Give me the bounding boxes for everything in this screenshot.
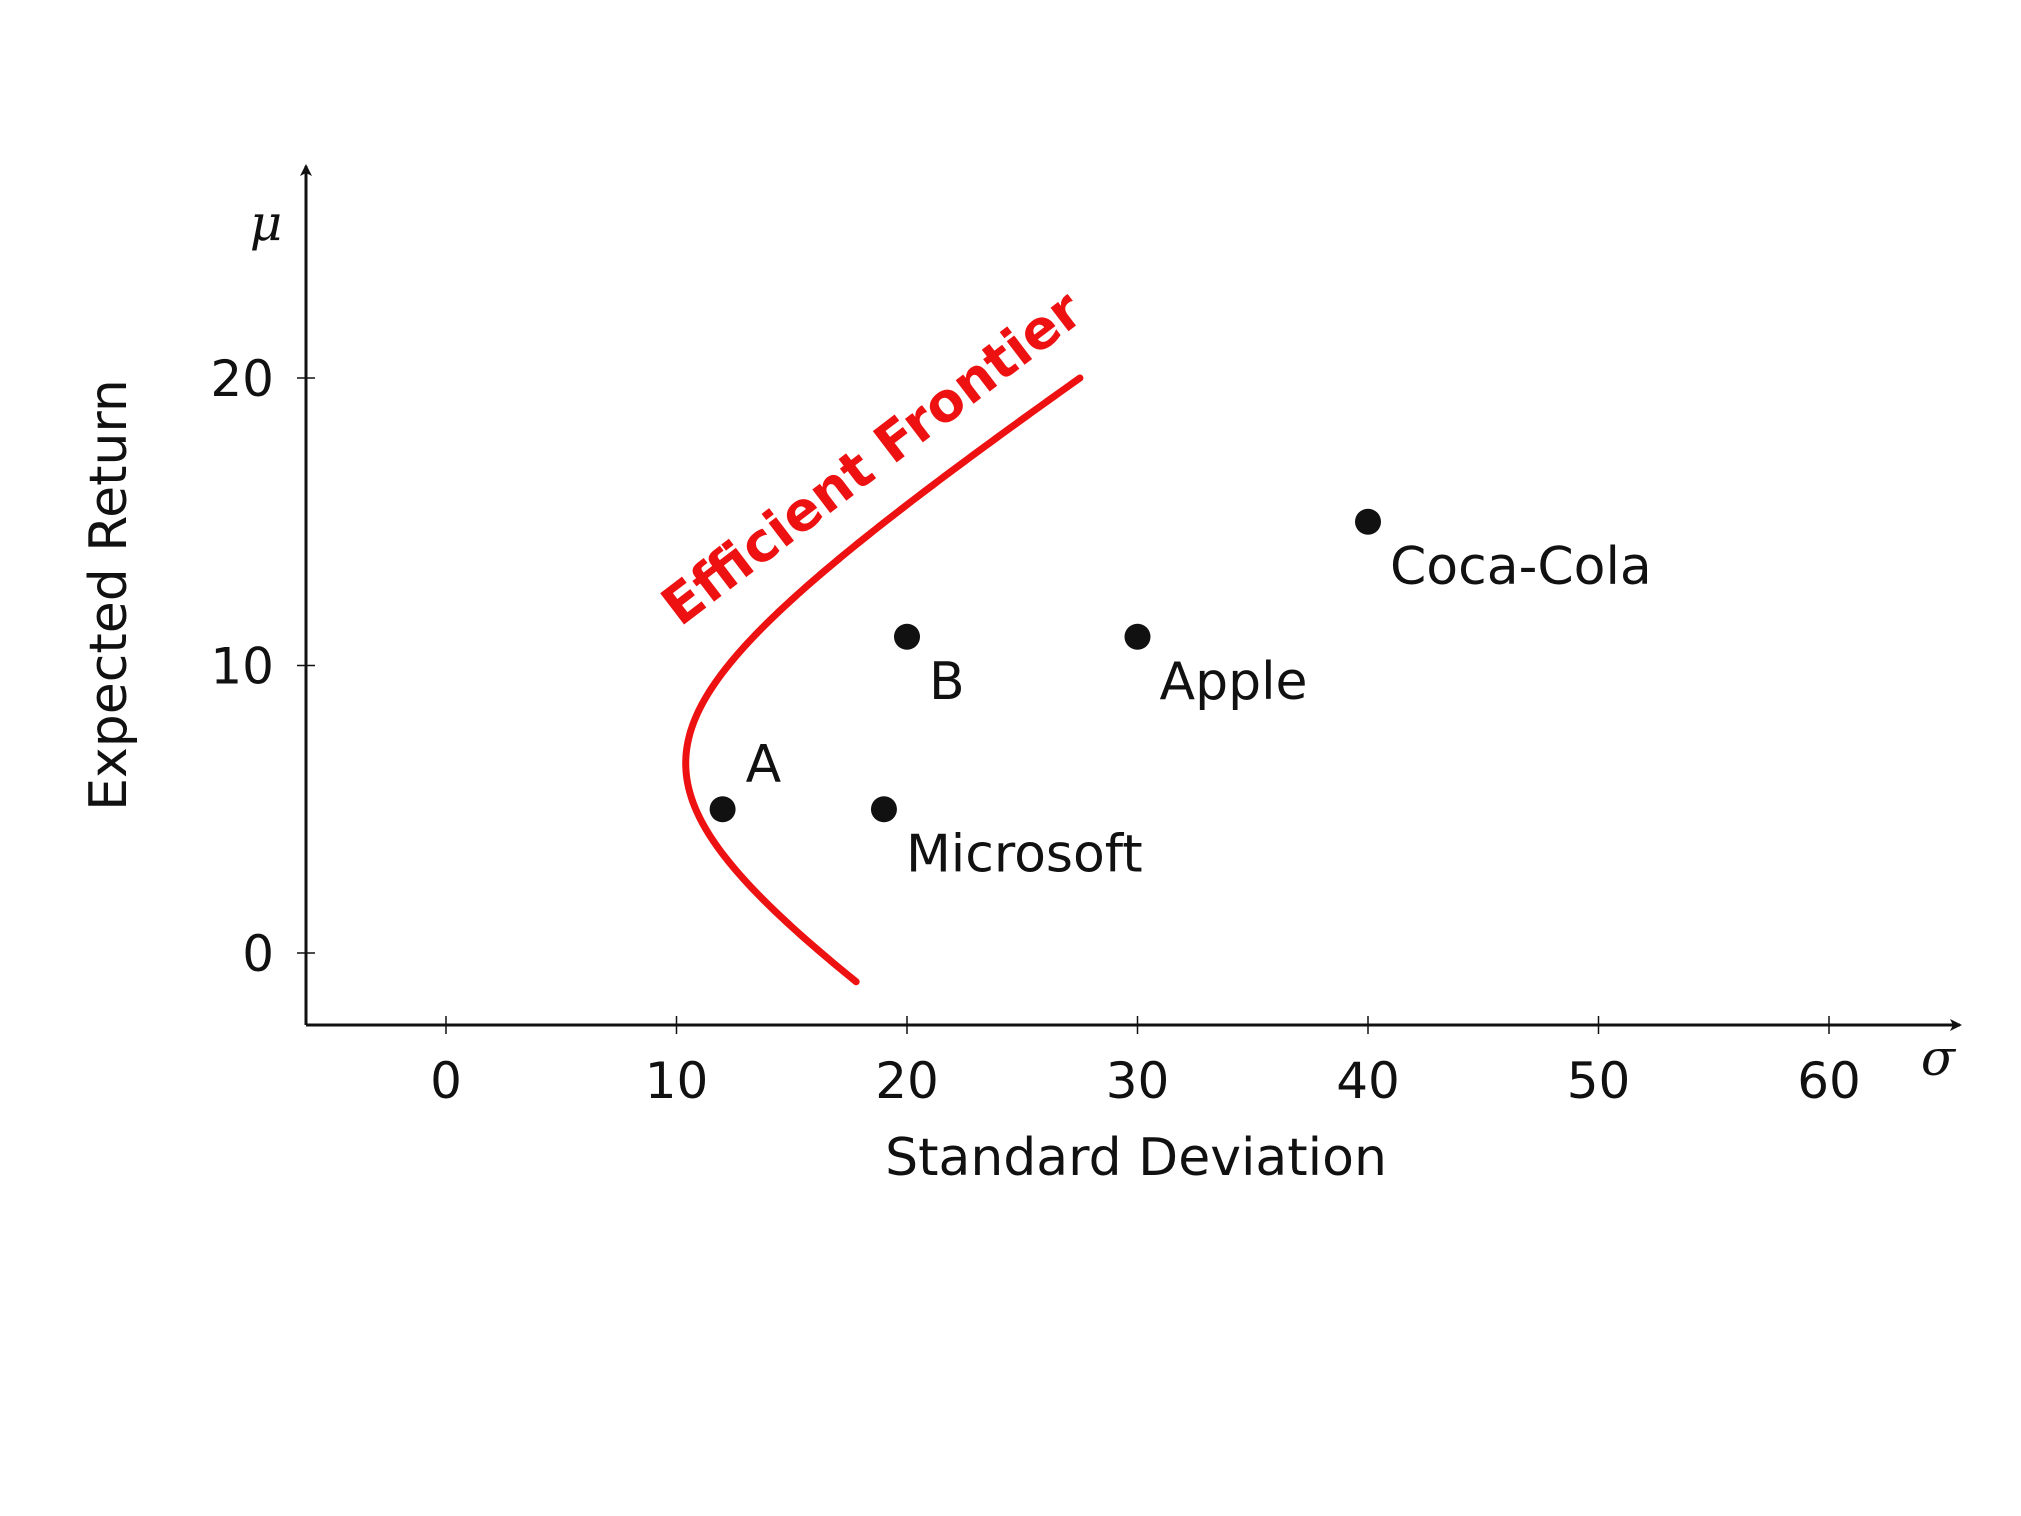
data-point <box>1124 623 1151 650</box>
x-tick-label: 10 <box>645 1052 709 1110</box>
x-tick-label: 30 <box>1106 1052 1170 1110</box>
data-points: A B Microsoft Apple Coca-Cola <box>709 508 1652 884</box>
data-point <box>709 796 736 823</box>
x-tick-label: 60 <box>1797 1052 1861 1110</box>
data-point-label: Microsoft <box>906 824 1143 884</box>
x-ticks: 0 10 20 30 40 50 60 <box>430 1016 1861 1110</box>
y-tick-label: 0 <box>242 925 274 983</box>
x-tick-label: 50 <box>1567 1052 1631 1110</box>
y-axis-symbol: μ <box>250 194 283 252</box>
data-point-label: Apple <box>1160 652 1308 712</box>
y-axis-title: Expected Return <box>79 379 139 811</box>
data-point-label: B <box>929 652 965 712</box>
efficient-frontier-label: Efficient Frontier <box>650 278 1094 638</box>
y-ticks: 0 10 20 <box>210 350 315 983</box>
y-tick-label: 20 <box>210 350 274 408</box>
efficient-frontier-curve <box>682 374 1084 986</box>
x-axis-symbol: σ <box>1921 1029 1957 1087</box>
x-tick-label: 40 <box>1336 1052 1400 1110</box>
data-point-label: Coca-Cola <box>1390 537 1652 597</box>
data-point <box>1355 508 1381 535</box>
x-axis-title: Standard Deviation <box>885 1128 1387 1188</box>
x-tick-label: 0 <box>430 1052 462 1110</box>
x-tick-label: 20 <box>875 1052 939 1110</box>
data-point-label: A <box>746 734 782 794</box>
y-tick-label: 10 <box>210 638 274 696</box>
data-point <box>870 796 897 823</box>
data-point <box>894 623 920 650</box>
